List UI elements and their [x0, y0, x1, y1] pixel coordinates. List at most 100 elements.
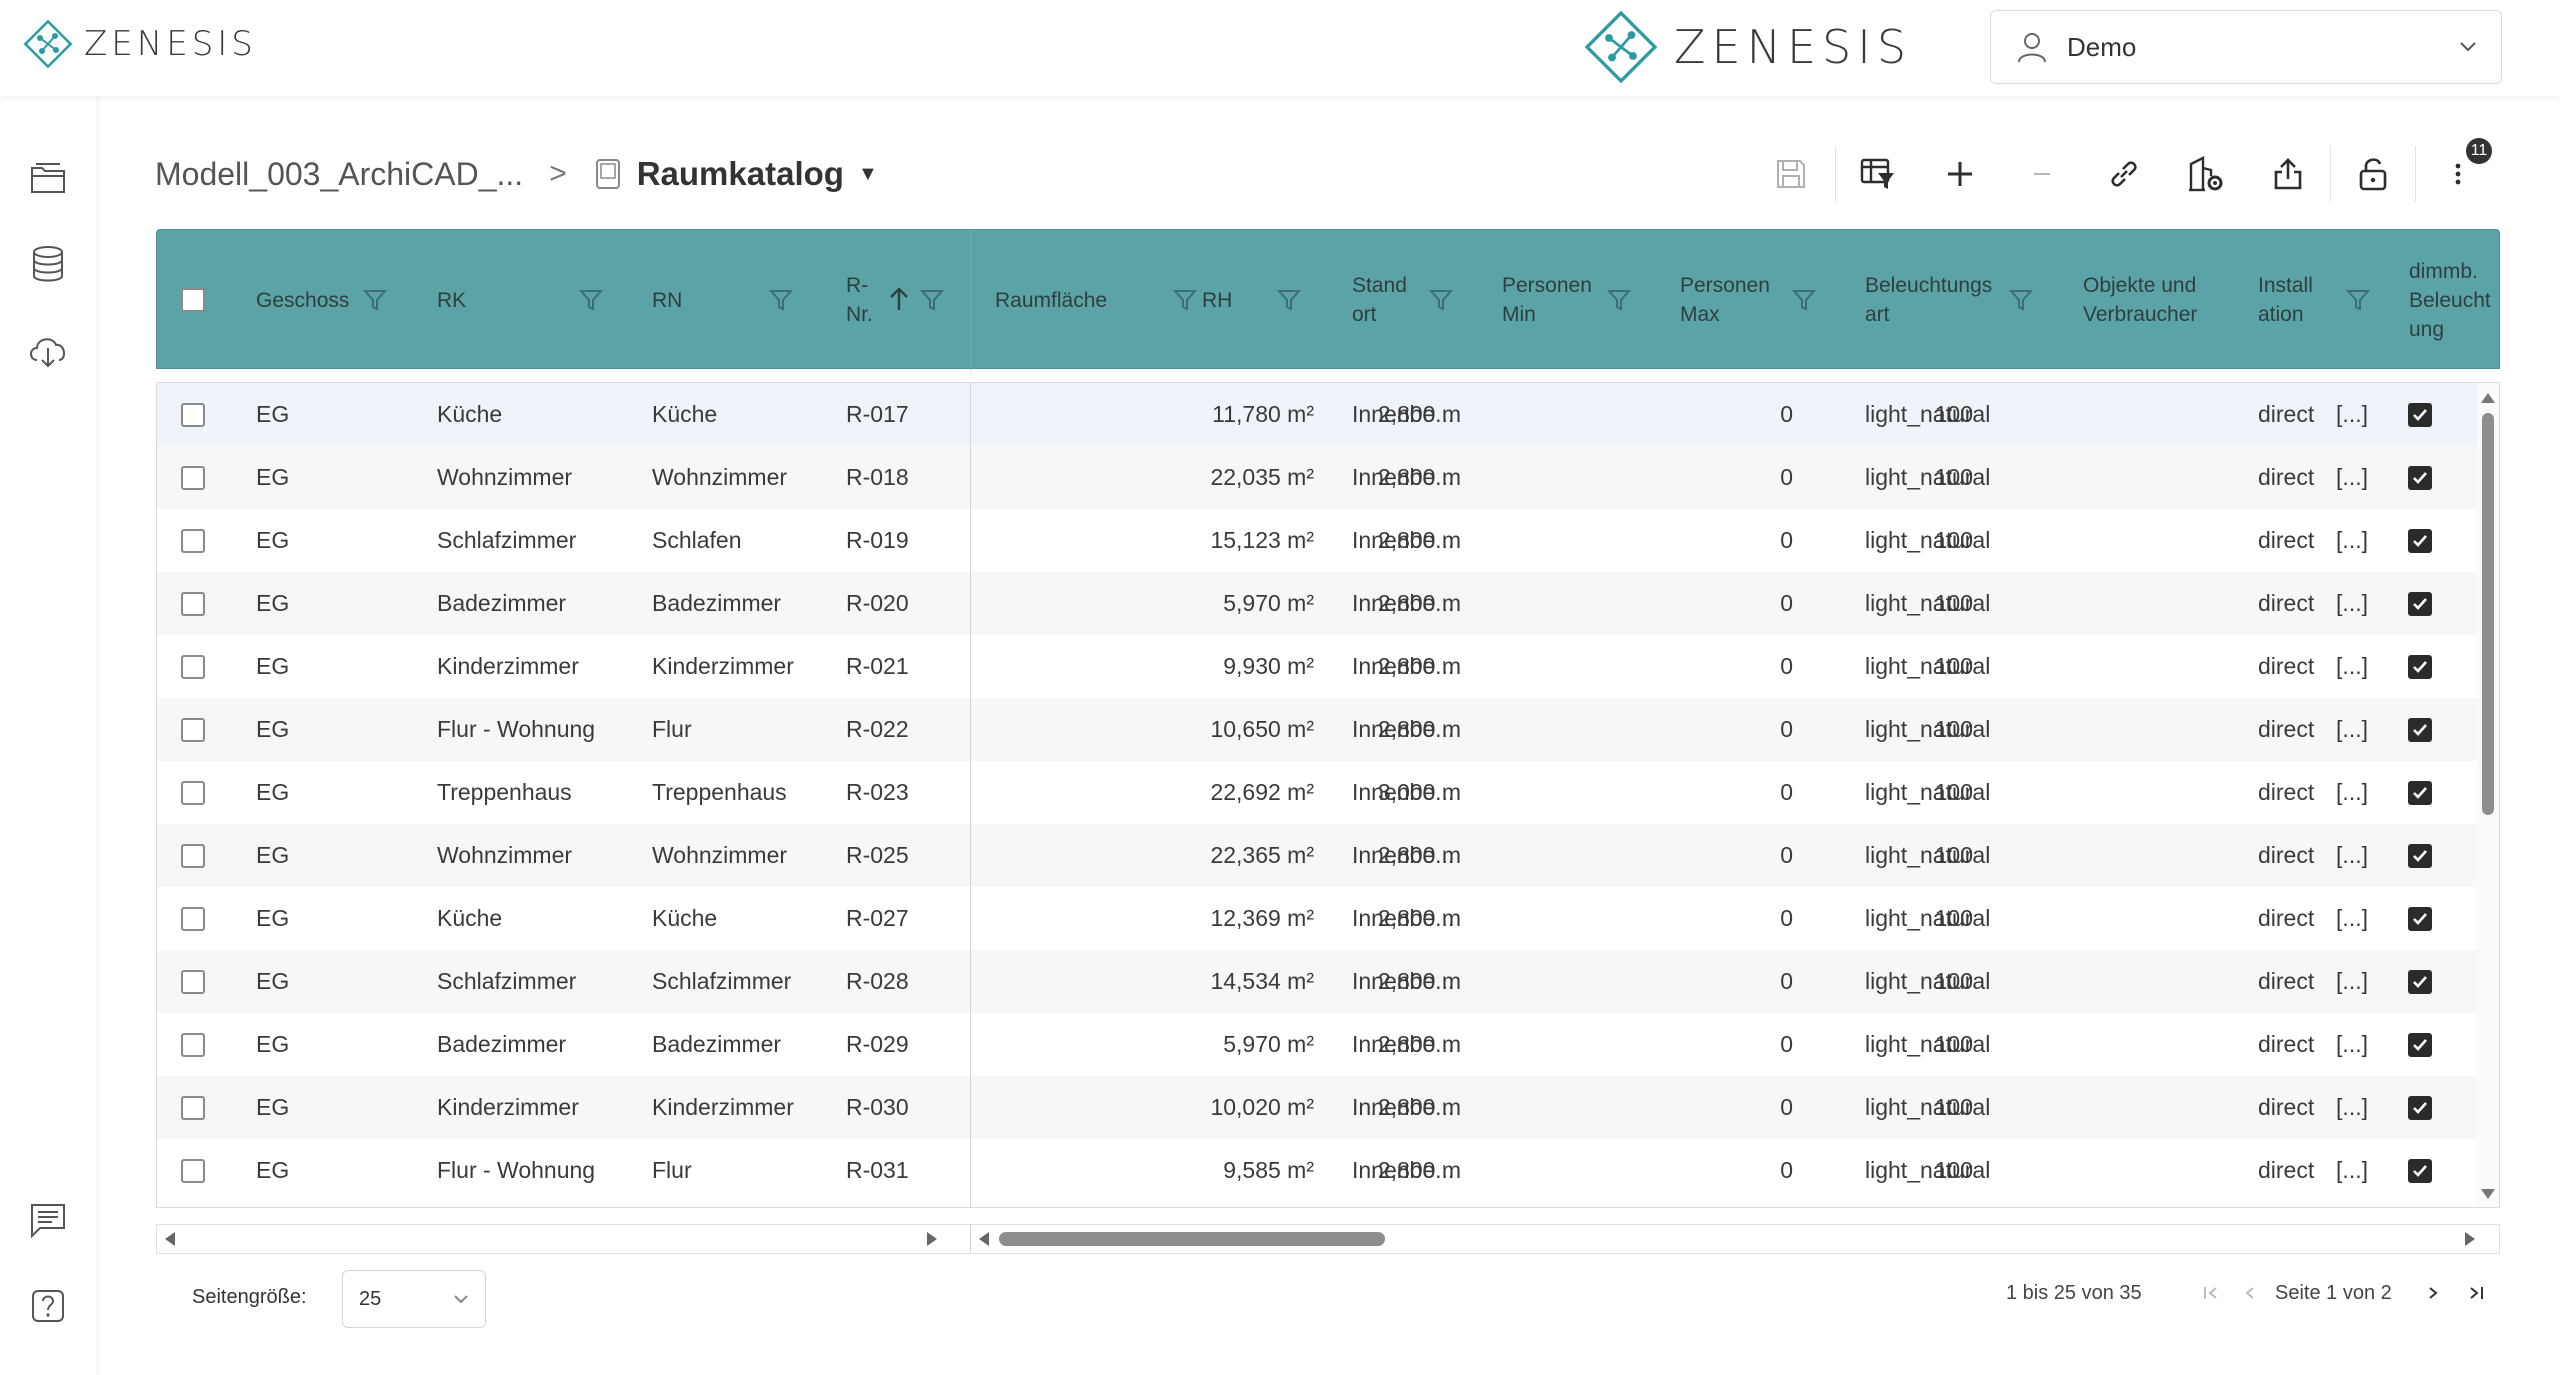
row-select-checkbox[interactable]: [181, 843, 205, 868]
previous-page-button[interactable]: [2235, 1278, 2265, 1308]
row-select-checkbox[interactable]: [181, 654, 205, 679]
header-rnr[interactable]: R- Nr.: [846, 230, 873, 370]
dimmable-checkbox[interactable]: [2408, 843, 2432, 868]
row-select-checkbox[interactable]: [181, 465, 205, 490]
scroll-left-arrow[interactable]: [165, 1232, 175, 1246]
dimmable-checkbox[interactable]: [2408, 654, 2432, 679]
sidebar-item-messages[interactable]: [26, 1198, 70, 1242]
row-select-checkbox[interactable]: [181, 1158, 205, 1183]
scroll-down-arrow[interactable]: [2481, 1189, 2495, 1199]
table-row[interactable]: EG Treppenhaus Treppenhaus R-023 22,692 m² 3,…: [157, 761, 2477, 824]
remove-row-button[interactable]: [2016, 148, 2068, 200]
cell-obj[interactable]: [...]: [2336, 779, 2368, 805]
table-row[interactable]: EG Badezimmer Badezimmer R-020 5,970 m² 2,800…: [157, 572, 2477, 635]
table-row[interactable]: EG Flur - Wohnung Flur R-022 10,650 m² 2,800 …: [157, 698, 2477, 761]
cell-obj[interactable]: [...]: [2336, 401, 2368, 427]
dimmable-checkbox[interactable]: [2408, 465, 2432, 490]
cell-obj[interactable]: [...]: [2336, 1031, 2368, 1057]
filter-icon[interactable]: [579, 288, 603, 312]
filter-icon[interactable]: [1607, 288, 1631, 312]
header-personen-max[interactable]: Personen Max: [1680, 230, 1770, 370]
filter-icon[interactable]: [1173, 288, 1197, 312]
filter-icon[interactable]: [363, 288, 387, 312]
cell-obj[interactable]: [...]: [2336, 1157, 2368, 1183]
row-select-checkbox[interactable]: [181, 528, 205, 553]
filter-icon[interactable]: [2009, 288, 2033, 312]
table-row[interactable]: EG Wohnzimmer Wohnzimmer R-018 22,035 m² 2,80…: [157, 446, 2477, 509]
dimmable-checkbox[interactable]: [2408, 969, 2432, 994]
scroll-left-arrow[interactable]: [979, 1232, 989, 1246]
header-rh[interactable]: RH: [1202, 230, 1232, 370]
table-row[interactable]: EG Schlafzimmer Schlafen R-019 15,123 m² 2,80…: [157, 509, 2477, 572]
table-row[interactable]: EG Küche Küche R-027 12,369 m² 2,800 m Innenbe…: [157, 887, 2477, 950]
row-select-checkbox[interactable]: [181, 906, 205, 931]
cell-obj[interactable]: [...]: [2336, 1094, 2368, 1120]
dimmable-checkbox[interactable]: [2408, 717, 2432, 742]
row-select-checkbox[interactable]: [181, 780, 205, 805]
table-row[interactable]: EG Schlafzimmer Schlafzimmer R-028 14,534 m²…: [157, 950, 2477, 1013]
scroll-right-arrow[interactable]: [927, 1232, 937, 1246]
more-options-button[interactable]: 11: [2432, 138, 2492, 200]
dimmable-checkbox[interactable]: [2408, 1095, 2432, 1120]
dimmable-checkbox[interactable]: [2408, 1032, 2432, 1057]
sidebar-item-help[interactable]: [26, 1284, 70, 1328]
cell-obj[interactable]: [...]: [2336, 716, 2368, 742]
share-button[interactable]: [2262, 148, 2314, 200]
pinned-scroll-track[interactable]: [157, 1225, 970, 1253]
table-row[interactable]: EG Kinderzimmer Kinderzimmer R-030 10,020 m²…: [157, 1076, 2477, 1139]
save-button[interactable]: [1765, 148, 1817, 200]
cell-obj[interactable]: [...]: [2336, 842, 2368, 868]
header-rn[interactable]: RN: [652, 230, 682, 370]
sidebar-item-models[interactable]: [26, 156, 70, 200]
dimmable-checkbox[interactable]: [2408, 528, 2432, 553]
filter-icon[interactable]: [1792, 288, 1816, 312]
cell-obj[interactable]: [...]: [2336, 968, 2368, 994]
link-button[interactable]: [2098, 148, 2150, 200]
first-page-button[interactable]: [2196, 1278, 2226, 1308]
header-dimmb[interactable]: dimmb. Beleucht ung: [2409, 230, 2491, 370]
filter-icon[interactable]: [1429, 288, 1453, 312]
row-select-checkbox[interactable]: [181, 402, 205, 427]
table-row[interactable]: EG Flur - Wohnung Flur R-031 9,585 m² 2,800 m…: [157, 1139, 2477, 1202]
title-dropdown-caret[interactable]: ▼: [857, 162, 878, 185]
table-row[interactable]: EG Küche Küche R-017 11,780 m² 2,800 m Innenbe…: [157, 383, 2477, 446]
select-all-checkbox[interactable]: [181, 288, 205, 312]
table-row[interactable]: EG Wohnzimmer Wohnzimmer R-025 22,365 m² 2,80…: [157, 824, 2477, 887]
lock-toggle-button[interactable]: [2347, 148, 2399, 200]
header-installation[interactable]: Install ation: [2258, 230, 2313, 370]
row-select-checkbox[interactable]: [181, 1032, 205, 1057]
next-page-button[interactable]: [2418, 1278, 2448, 1308]
scroll-thumb[interactable]: [2482, 413, 2494, 815]
breadcrumb-model[interactable]: Modell_003_ArchiCAD_...: [155, 155, 524, 192]
row-select-checkbox[interactable]: [181, 591, 205, 616]
row-select-checkbox[interactable]: [181, 969, 205, 994]
header-rk[interactable]: RK: [437, 230, 466, 370]
scroll-up-arrow[interactable]: [2481, 393, 2495, 403]
vertical-scrollbar[interactable]: [2477, 383, 2499, 1207]
filter-icon[interactable]: [769, 288, 793, 312]
filter-icon[interactable]: [2346, 288, 2370, 312]
cell-obj[interactable]: [...]: [2336, 590, 2368, 616]
sidebar-item-database[interactable]: [26, 242, 70, 286]
user-menu-select[interactable]: Demo: [1990, 10, 2502, 84]
table-row[interactable]: EG Badezimmer Badezimmer R-029 5,970 m² 2,800…: [157, 1013, 2477, 1076]
scroll-thumb[interactable]: [999, 1232, 1385, 1246]
filter-icon[interactable]: [1277, 288, 1301, 312]
row-select-checkbox[interactable]: [181, 1095, 205, 1120]
table-row[interactable]: EG Kinderzimmer Kinderzimmer R-021 9,930 m² 2…: [157, 635, 2477, 698]
sort-ascending-icon[interactable]: [888, 286, 910, 312]
sidebar-item-import[interactable]: [26, 328, 70, 372]
header-raumflaeche[interactable]: Raumfläche: [995, 230, 1107, 370]
page-size-select[interactable]: 25: [342, 1270, 486, 1328]
dimmable-checkbox[interactable]: [2408, 591, 2432, 616]
main-scroll-track[interactable]: [970, 1225, 2500, 1253]
filter-icon[interactable]: [920, 288, 944, 312]
dimmable-checkbox[interactable]: [2408, 780, 2432, 805]
cell-obj[interactable]: [...]: [2336, 653, 2368, 679]
building-settings-button[interactable]: [2180, 148, 2232, 200]
header-personen-min[interactable]: Personen Min: [1502, 230, 1592, 370]
add-row-button[interactable]: [1934, 148, 1986, 200]
scroll-right-arrow[interactable]: [2465, 1232, 2475, 1246]
column-filter-button[interactable]: [1852, 148, 1904, 200]
row-select-checkbox[interactable]: [181, 717, 205, 742]
